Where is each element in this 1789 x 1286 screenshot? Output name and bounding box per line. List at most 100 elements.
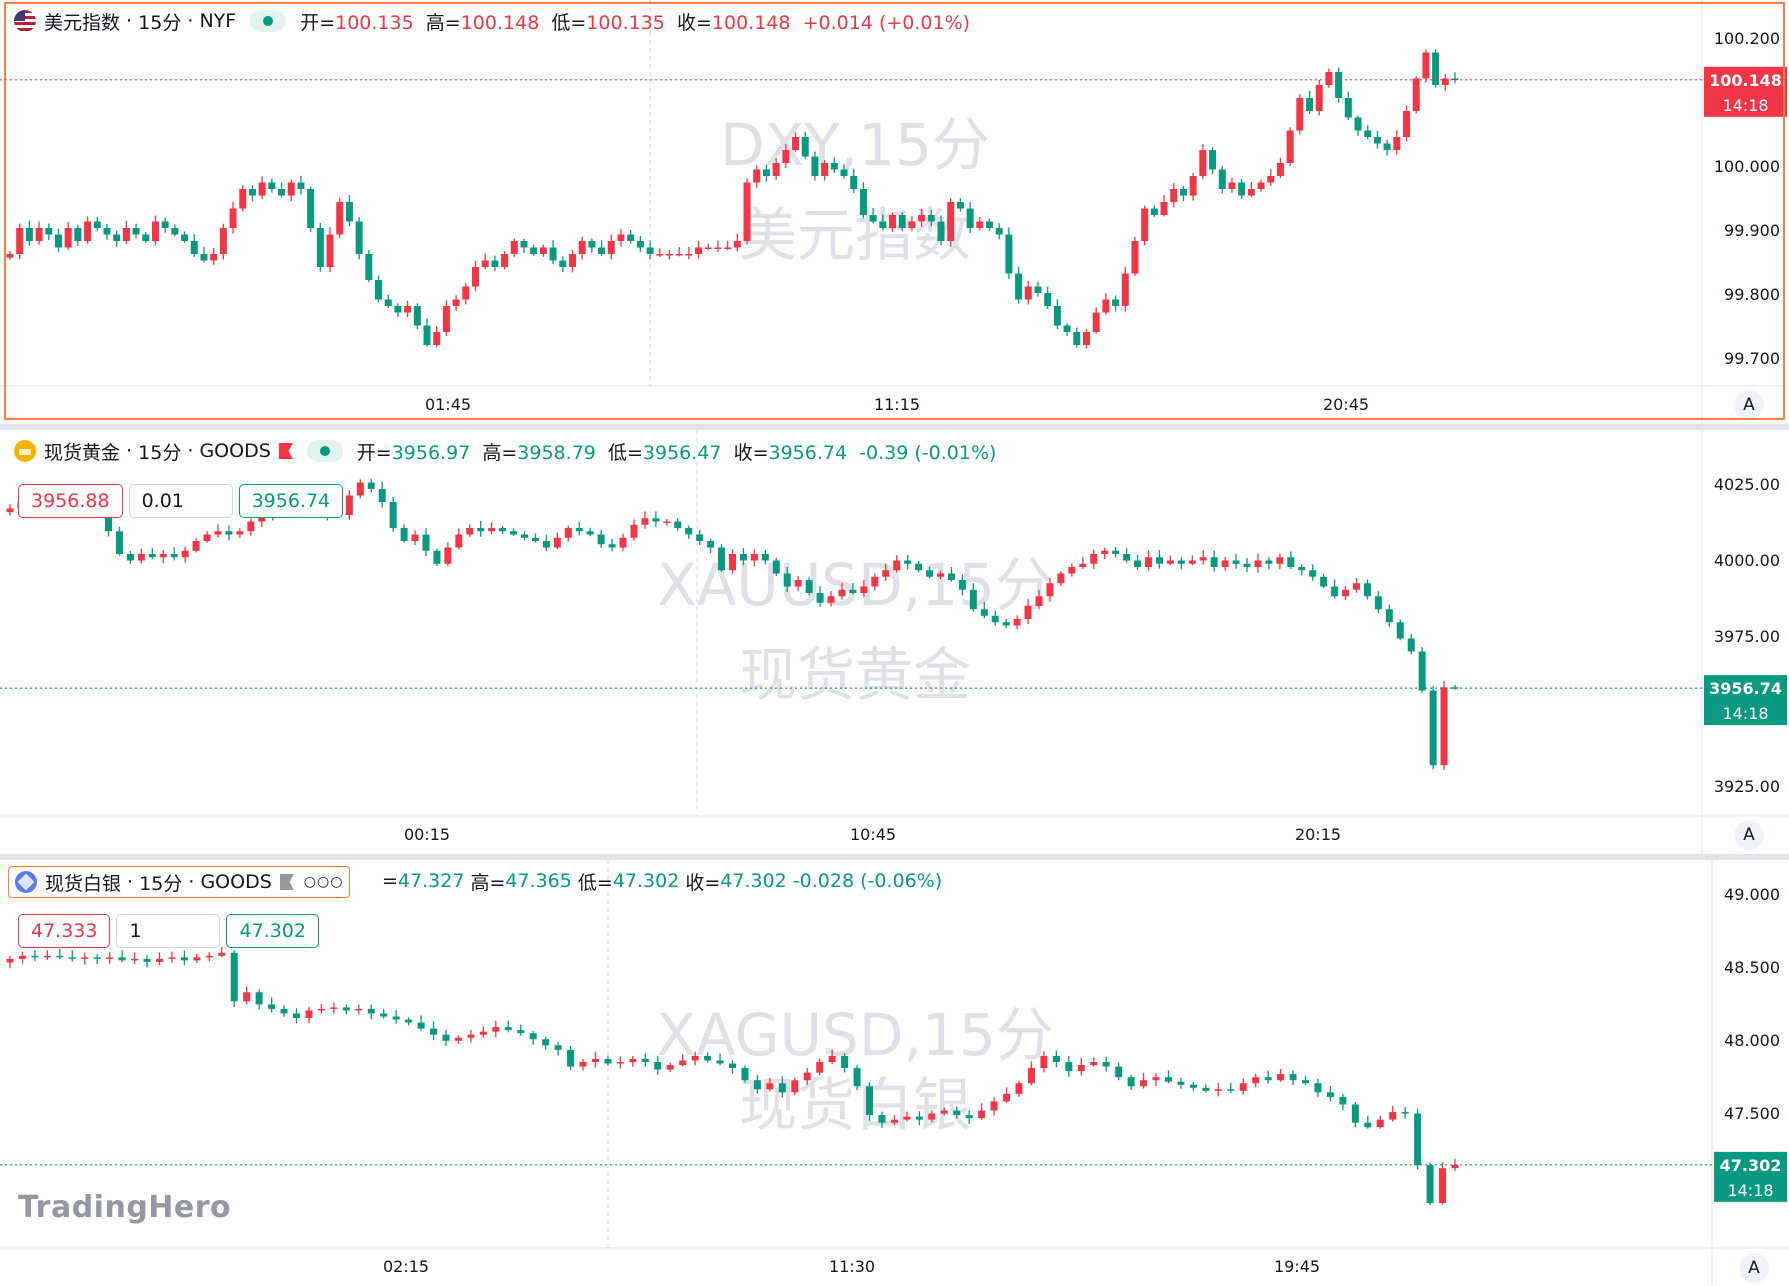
legend-dxy[interactable]: 美元指数 · 15分 · NYF 开=100.135 高=100.148 低=1… <box>14 6 970 36</box>
candle <box>180 950 188 966</box>
chart-dxy[interactable]: DXY,15分美元指数100.200100.00099.90099.80099.… <box>0 0 1789 424</box>
candle <box>860 579 868 597</box>
symbol-name: 现货白银 <box>45 872 122 895</box>
candle <box>1403 105 1411 142</box>
candle <box>1257 179 1265 192</box>
candle <box>568 249 576 273</box>
candle <box>741 1065 749 1083</box>
candle <box>531 533 539 543</box>
candle <box>654 1056 662 1076</box>
pane-separator[interactable] <box>0 424 1789 430</box>
candle <box>1199 549 1207 565</box>
quantity-input[interactable]: 1 <box>116 914 221 948</box>
price-tick-label: 99.900 <box>1724 221 1780 240</box>
candle <box>666 1062 674 1073</box>
candle <box>1079 557 1087 570</box>
auto-scale-button[interactable]: A <box>1734 390 1764 420</box>
more-icon[interactable]: ○○○ <box>303 874 344 890</box>
candle <box>1376 1115 1384 1129</box>
candle <box>1432 49 1440 88</box>
candle <box>258 176 266 200</box>
pane-separator[interactable] <box>0 854 1789 860</box>
market-status-icon[interactable] <box>306 440 343 462</box>
candle <box>1315 79 1323 116</box>
candle <box>287 179 295 202</box>
candle <box>510 528 518 536</box>
candle <box>704 1052 712 1063</box>
candle <box>1426 1162 1434 1206</box>
candle <box>1393 130 1401 155</box>
candle <box>830 157 838 173</box>
candle <box>151 215 159 246</box>
price-tick-label: 99.800 <box>1724 285 1780 304</box>
candle <box>679 1054 687 1067</box>
price-tick-label: 49.000 <box>1724 885 1780 904</box>
candle <box>630 519 638 541</box>
candle <box>1243 558 1251 573</box>
candle <box>927 209 935 227</box>
candle <box>1325 68 1333 88</box>
sell-button[interactable]: 3956.88 <box>18 484 123 518</box>
candle <box>1252 1073 1260 1088</box>
candle <box>330 1002 338 1014</box>
candle <box>627 230 635 244</box>
candle <box>307 186 315 233</box>
candle <box>729 1060 736 1074</box>
candle <box>1227 1082 1235 1094</box>
candle <box>1015 266 1023 304</box>
candle <box>753 165 761 188</box>
candle <box>1024 599 1032 625</box>
red-flag-icon[interactable] <box>278 443 293 459</box>
candle <box>1451 72 1459 84</box>
auto-scale-button[interactable]: A <box>1734 820 1764 850</box>
countdown-label: 14:18 <box>1727 1181 1773 1200</box>
candle <box>1364 125 1372 140</box>
candle <box>342 1004 350 1015</box>
candle <box>1164 1070 1172 1084</box>
separator-dot: · <box>121 871 140 893</box>
legend-silver[interactable]: 现货白银 · 15分 · GOODS ○○○ <box>8 866 351 898</box>
candle <box>190 234 198 258</box>
auto-scale-button[interactable]: A <box>1739 1253 1769 1283</box>
candle <box>1247 181 1255 198</box>
candle <box>1063 323 1071 336</box>
candle <box>375 275 383 303</box>
candle <box>965 1110 973 1124</box>
ohlc-values: = 47.327 高= 47.365 低= 47.302 收= 47.302 -0.02… <box>382 870 943 894</box>
candle <box>766 1077 774 1092</box>
candle <box>1057 571 1065 587</box>
gray-flag-icon[interactable] <box>279 874 294 890</box>
chart-silver[interactable]: XAGUSD,15分 现货白银 49.000 48.500 48.000 47.500 47… <box>0 860 1789 1286</box>
buy-button[interactable]: 3956.74 <box>238 484 344 518</box>
market-status-icon[interactable] <box>250 10 287 32</box>
candle <box>18 951 26 964</box>
candle <box>1239 1078 1247 1095</box>
candle <box>995 223 1003 240</box>
quantity-input[interactable]: 0.01 <box>128 484 233 518</box>
symbol-name: 美元指数 <box>44 11 121 34</box>
candle <box>1214 1082 1222 1097</box>
buy-button[interactable]: 47.302 <box>226 914 319 948</box>
candle <box>316 222 324 272</box>
candle <box>893 555 901 573</box>
candle <box>1265 557 1273 570</box>
candle <box>953 1106 961 1119</box>
candle <box>530 244 538 256</box>
candle <box>778 1076 786 1098</box>
candle <box>336 197 344 239</box>
legend-gold[interactable]: 现货黄金 · 15分 · GOODS 开=3956.97 高=3958.79 低… <box>14 436 996 466</box>
candle <box>1335 67 1343 103</box>
candle <box>1254 553 1262 573</box>
candle <box>1112 546 1120 558</box>
candle <box>549 240 557 265</box>
candle <box>417 1015 425 1031</box>
candle <box>171 224 179 237</box>
sell-button[interactable]: 47.333 <box>18 914 111 948</box>
candle <box>1160 195 1168 217</box>
logo: TradingHero <box>18 1190 232 1225</box>
candle <box>1131 236 1139 276</box>
candle <box>239 185 247 212</box>
candle <box>317 1003 325 1014</box>
candle <box>1177 1077 1185 1089</box>
watermark-symbol: XAGUSD,15分 <box>656 1001 1054 1069</box>
